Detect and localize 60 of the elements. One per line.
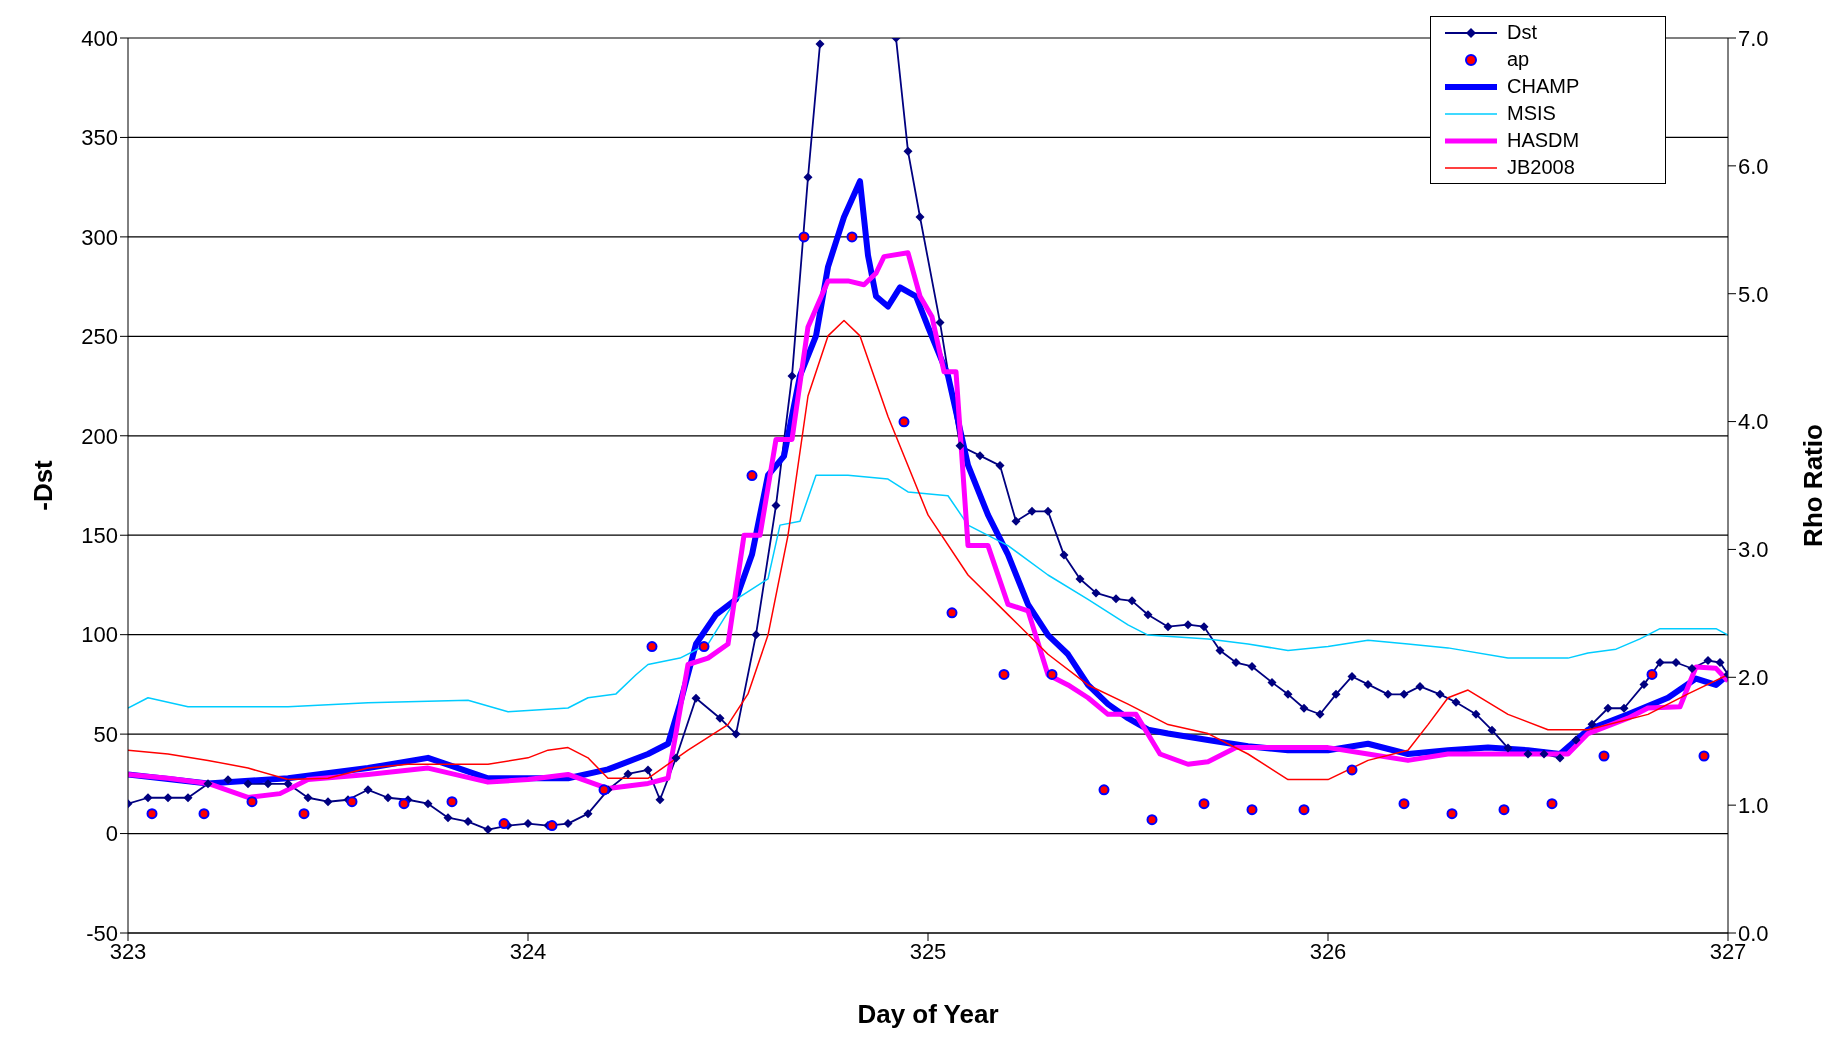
x-tick-label: 326 [1309, 938, 1347, 964]
y-tick-label: 0 [105, 821, 118, 847]
y2-tick-label: 1.0 [1738, 792, 1769, 818]
point [1098, 784, 1110, 796]
x-axis-title: Day of Year [857, 999, 999, 1029]
point [298, 808, 310, 820]
point [1298, 804, 1310, 816]
y2-tick-label: 3.0 [1738, 537, 1769, 563]
legend-label: Dst [1507, 21, 1537, 44]
point [146, 808, 158, 820]
point [998, 668, 1010, 680]
y2-tick-label: 5.0 [1738, 281, 1769, 307]
point [898, 416, 910, 428]
point [1146, 814, 1158, 826]
point [346, 796, 358, 808]
legend-label: CHAMP [1507, 75, 1580, 98]
y-tick-label: 200 [81, 423, 118, 449]
y-tick-label: 100 [81, 622, 118, 648]
point [598, 784, 610, 796]
point [846, 231, 858, 243]
point [1546, 798, 1558, 810]
x-tick-label: 325 [909, 938, 947, 964]
point [1346, 764, 1358, 776]
point [246, 796, 258, 808]
y-tick-label: 400 [81, 25, 118, 51]
y-tick-label: 50 [93, 721, 118, 747]
y-axis-title: -Dst [28, 459, 59, 511]
point [1446, 808, 1458, 820]
point [398, 798, 410, 810]
y2-tick-label: 7.0 [1738, 25, 1769, 51]
point [1598, 750, 1610, 762]
y2-tick-label: 4.0 [1738, 409, 1769, 435]
point [798, 231, 810, 243]
y2-tick-label: 2.0 [1738, 665, 1769, 691]
point [1398, 798, 1410, 810]
point [1498, 804, 1510, 816]
point [446, 796, 458, 808]
point [1698, 750, 1710, 762]
point [746, 470, 758, 482]
point [198, 808, 210, 820]
point [498, 818, 510, 830]
point [546, 820, 558, 832]
y-tick-label: 150 [81, 523, 118, 549]
y2-tick-label: 6.0 [1738, 153, 1769, 179]
y-tick-label: 350 [81, 125, 118, 151]
legend-label: ap [1507, 48, 1530, 71]
point [1246, 804, 1258, 816]
legend-label: HASDM [1507, 129, 1580, 152]
point [946, 607, 958, 619]
point [1646, 668, 1658, 680]
point [646, 641, 658, 653]
point [698, 641, 710, 653]
y-tick-label: 250 [81, 324, 118, 350]
legend-label: MSIS [1507, 102, 1556, 125]
point [1046, 668, 1058, 680]
y2-axis-title: Rho Ratio [1798, 424, 1829, 547]
legend-label: JB2008 [1507, 156, 1575, 179]
point [1198, 798, 1210, 810]
x-tick-label: 324 [509, 938, 547, 964]
y-tick-label: 300 [81, 224, 118, 250]
